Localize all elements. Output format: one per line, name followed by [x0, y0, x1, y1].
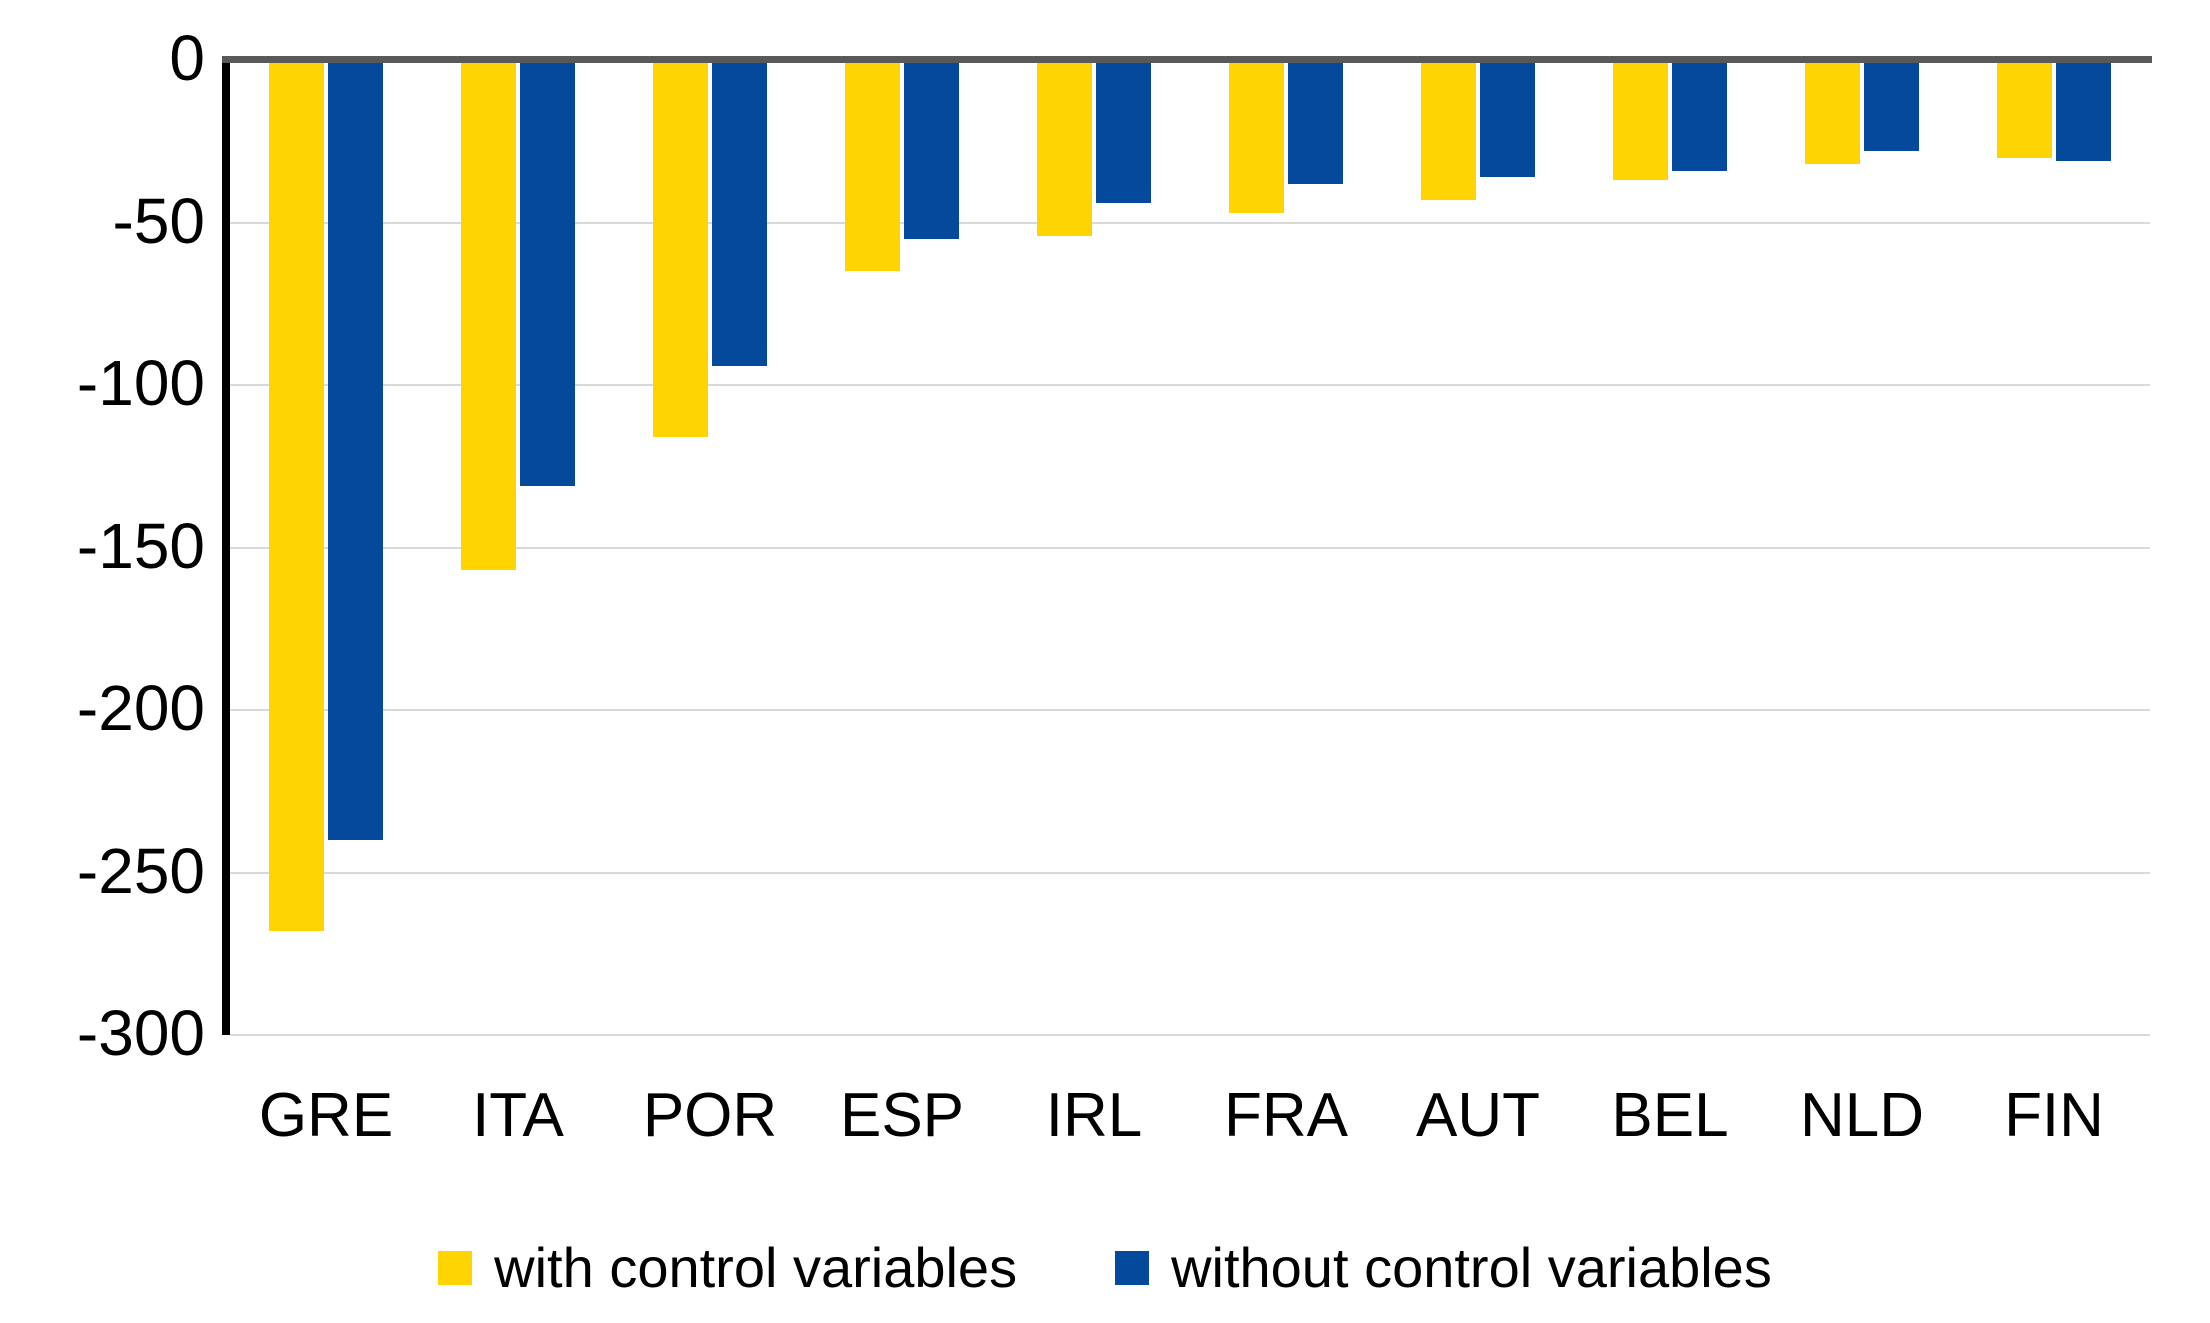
- bar-esp-without-controls: [904, 60, 959, 239]
- bar-nld-without-controls: [1864, 60, 1919, 151]
- x-tick-label-aut: AUT: [1416, 1081, 1540, 1150]
- y-tick-label: -100: [76, 347, 205, 419]
- x-axis-labels: GRE ITA POR ESP IRL FRA AUT BEL NLD FIN: [230, 1080, 2150, 1160]
- x-tick-label-ita: ITA: [472, 1081, 564, 1150]
- y-axis-line: [222, 56, 230, 1035]
- gridline: [230, 546, 2150, 549]
- bar-fra-with-controls: [1229, 60, 1284, 213]
- gridline: [230, 1034, 2150, 1036]
- y-tick-label: -200: [76, 672, 205, 744]
- gridline: [230, 709, 2150, 711]
- bar-fin-with-controls: [1997, 60, 2052, 158]
- bar-fin-without-controls: [2056, 60, 2111, 161]
- bar-ita-without-controls: [520, 60, 575, 486]
- bar-fra-without-controls: [1288, 60, 1343, 184]
- bar-aut-with-controls: [1421, 60, 1476, 200]
- y-tick-label: -150: [76, 509, 205, 582]
- gridline: [230, 871, 2150, 874]
- x-tick-label-fra: FRA: [1224, 1081, 1348, 1150]
- x-tick-label-irl: IRL: [1045, 1081, 1143, 1150]
- bar-por-with-controls: [653, 60, 708, 437]
- legend-label: with control variables: [494, 1236, 1018, 1299]
- bar-irl-with-controls: [1037, 60, 1092, 236]
- bar-bel-with-controls: [1613, 60, 1668, 181]
- x-tick-label-gre: GRE: [258, 1081, 394, 1150]
- legend-swatch-icon: [1115, 1251, 1150, 1285]
- chart-legend: with control variables without control va…: [0, 1236, 2210, 1300]
- bar-nld-with-controls: [1805, 60, 1860, 164]
- y-tick-label: -250: [76, 834, 205, 907]
- bar-ita-with-controls: [461, 60, 516, 571]
- zero-baseline: [222, 56, 2152, 63]
- bar-aut-without-controls: [1480, 60, 1535, 177]
- bar-por-without-controls: [712, 60, 767, 366]
- gridline: [230, 221, 2150, 224]
- x-tick-label-por: POR: [642, 1081, 778, 1150]
- bar-esp-with-controls: [845, 60, 900, 272]
- bar-gre-with-controls: [269, 60, 324, 931]
- legend-swatch-icon: [438, 1251, 473, 1285]
- x-tick-label-nld: NLD: [1799, 1081, 1925, 1150]
- bar-bel-without-controls: [1672, 60, 1727, 171]
- legend-label: without control variables: [1171, 1236, 1772, 1299]
- bar-irl-without-controls: [1096, 60, 1151, 203]
- gridline: [230, 384, 2150, 386]
- y-tick-label: -300: [76, 997, 205, 1069]
- bar-gre-without-controls: [328, 60, 383, 840]
- y-tick-label: 0: [169, 22, 205, 94]
- legend-item-with-controls: with control variables: [438, 1236, 1017, 1300]
- y-tick-label: -50: [112, 184, 206, 257]
- x-tick-label-esp: ESP: [839, 1081, 965, 1150]
- x-tick-label-fin: FIN: [2004, 1081, 2104, 1150]
- x-tick-label-bel: BEL: [1611, 1081, 1729, 1150]
- legend-item-without-controls: without control variables: [1115, 1236, 1772, 1300]
- plot-area: [222, 56, 2152, 1036]
